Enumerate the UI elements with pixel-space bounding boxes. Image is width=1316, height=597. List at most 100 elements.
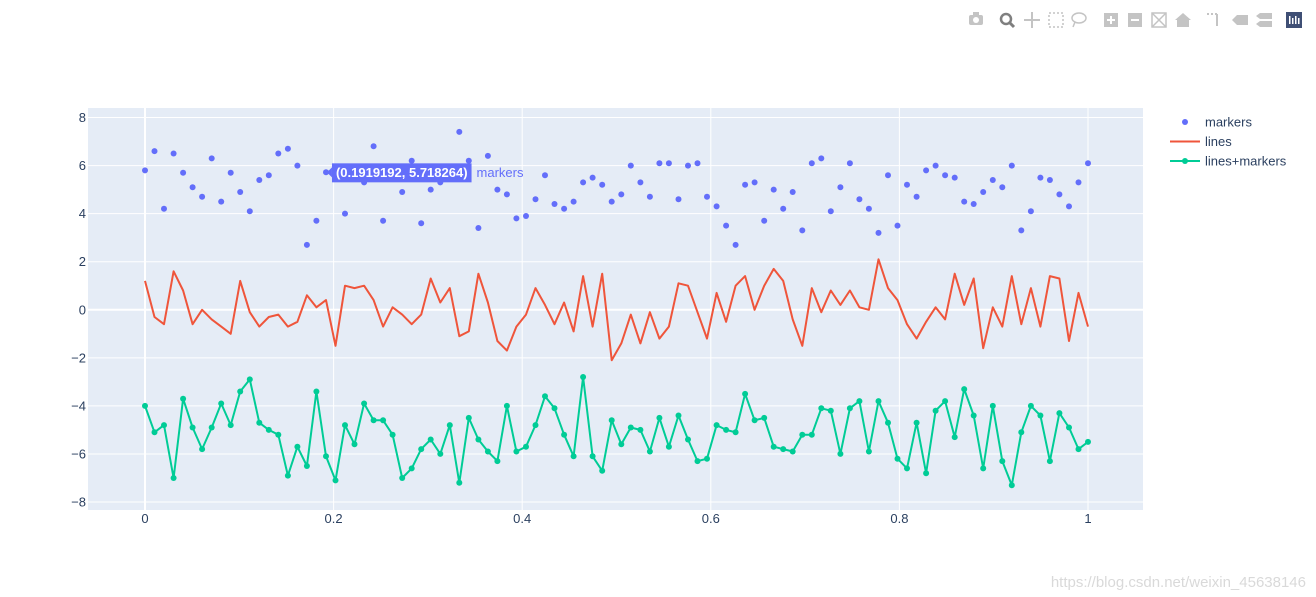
data-point[interactable] [599, 181, 606, 188]
data-point[interactable] [189, 184, 196, 191]
legend-item[interactable]: lines+markers [1170, 154, 1287, 169]
data-point[interactable] [885, 172, 891, 179]
data-point[interactable] [1046, 177, 1053, 183]
lasso-icon[interactable] [1071, 12, 1087, 28]
data-point[interactable] [351, 441, 358, 448]
data-point[interactable] [799, 227, 806, 234]
data-point[interactable] [389, 431, 396, 438]
data-point[interactable] [161, 205, 167, 212]
data-point[interactable] [446, 422, 453, 429]
data-point[interactable] [799, 431, 806, 438]
data-point[interactable] [237, 388, 244, 395]
plotly-logo-icon[interactable] [1286, 12, 1302, 28]
data-point[interactable] [275, 431, 282, 438]
data-point[interactable] [808, 160, 815, 167]
data-point[interactable] [475, 225, 482, 231]
data-point[interactable] [561, 431, 568, 438]
data-point[interactable] [637, 426, 644, 433]
data-point[interactable] [323, 169, 329, 176]
data-point[interactable] [303, 463, 310, 469]
data-point[interactable] [370, 143, 377, 150]
data-point[interactable] [142, 402, 148, 409]
data-point[interactable] [208, 155, 215, 162]
data-point[interactable] [618, 191, 625, 198]
box-select-icon[interactable] [1048, 12, 1064, 28]
data-point[interactable] [742, 181, 749, 188]
data-point[interactable] [542, 172, 548, 179]
data-point[interactable] [1018, 429, 1025, 436]
data-point[interactable] [980, 465, 987, 472]
data-point[interactable] [894, 222, 901, 229]
data-point[interactable] [942, 398, 949, 405]
data-point[interactable] [570, 453, 577, 460]
data-point[interactable] [503, 402, 510, 409]
data-point[interactable] [723, 222, 730, 229]
data-point[interactable] [1085, 438, 1091, 445]
data-point[interactable] [380, 217, 387, 224]
data-point[interactable] [342, 210, 348, 217]
data-point[interactable] [951, 434, 958, 441]
data-point[interactable] [170, 150, 177, 157]
data-point[interactable] [361, 400, 368, 407]
data-point[interactable] [161, 422, 167, 429]
data-point[interactable] [970, 201, 977, 207]
data-point[interactable] [1008, 482, 1015, 489]
hover-compare-icon[interactable] [1256, 13, 1272, 27]
spike-lines-icon[interactable] [1207, 13, 1218, 26]
data-point[interactable] [199, 446, 206, 453]
data-point[interactable] [484, 152, 491, 159]
data-point[interactable] [1066, 203, 1072, 210]
zoom-icon[interactable] [999, 12, 1016, 29]
data-point[interactable] [189, 424, 196, 431]
legend-item[interactable]: lines [1170, 134, 1232, 149]
data-point[interactable] [875, 398, 882, 405]
data-point[interactable] [418, 446, 425, 453]
data-point[interactable] [751, 417, 758, 424]
data-point[interactable] [980, 189, 987, 195]
data-point[interactable] [532, 196, 539, 203]
data-point[interactable] [856, 196, 863, 203]
data-point[interactable] [923, 167, 930, 174]
data-point[interactable] [151, 429, 158, 436]
data-point[interactable] [313, 388, 320, 395]
data-point[interactable] [1018, 227, 1025, 234]
data-point[interactable] [999, 184, 1006, 191]
data-point[interactable] [837, 184, 844, 191]
data-point[interactable] [494, 186, 501, 193]
data-point[interactable] [694, 458, 701, 465]
data-point[interactable] [904, 181, 910, 188]
data-point[interactable] [846, 160, 853, 167]
data-point[interactable] [685, 162, 691, 169]
data-point[interactable] [542, 393, 548, 400]
data-point[interactable] [732, 429, 739, 436]
data-point[interactable] [627, 424, 634, 431]
data-point[interactable] [808, 431, 815, 438]
data-point[interactable] [846, 405, 853, 412]
data-point[interactable] [761, 414, 768, 421]
data-point[interactable] [923, 470, 930, 477]
data-point[interactable] [484, 448, 491, 455]
data-point[interactable] [199, 193, 206, 200]
legend-item[interactable]: markers [1182, 115, 1252, 130]
data-point[interactable] [999, 458, 1006, 465]
zoom-out-icon[interactable] [1128, 13, 1142, 27]
data-point[interactable] [408, 157, 415, 164]
data-point[interactable] [1056, 191, 1063, 198]
data-point[interactable] [942, 172, 949, 179]
data-point[interactable] [218, 198, 225, 205]
data-point[interactable] [742, 390, 749, 397]
data-point[interactable] [532, 422, 539, 429]
hover-closest-icon[interactable] [1232, 15, 1248, 25]
data-point[interactable] [380, 417, 387, 424]
data-point[interactable] [1027, 402, 1034, 409]
data-point[interactable] [685, 436, 691, 443]
data-point[interactable] [932, 162, 939, 169]
data-point[interactable] [989, 402, 996, 409]
data-point[interactable] [637, 179, 644, 186]
data-point[interactable] [246, 376, 253, 383]
data-point[interactable] [961, 386, 968, 393]
data-point[interactable] [1008, 162, 1015, 169]
data-point[interactable] [761, 217, 768, 224]
data-point[interactable] [675, 196, 682, 203]
data-point[interactable] [1037, 174, 1044, 181]
